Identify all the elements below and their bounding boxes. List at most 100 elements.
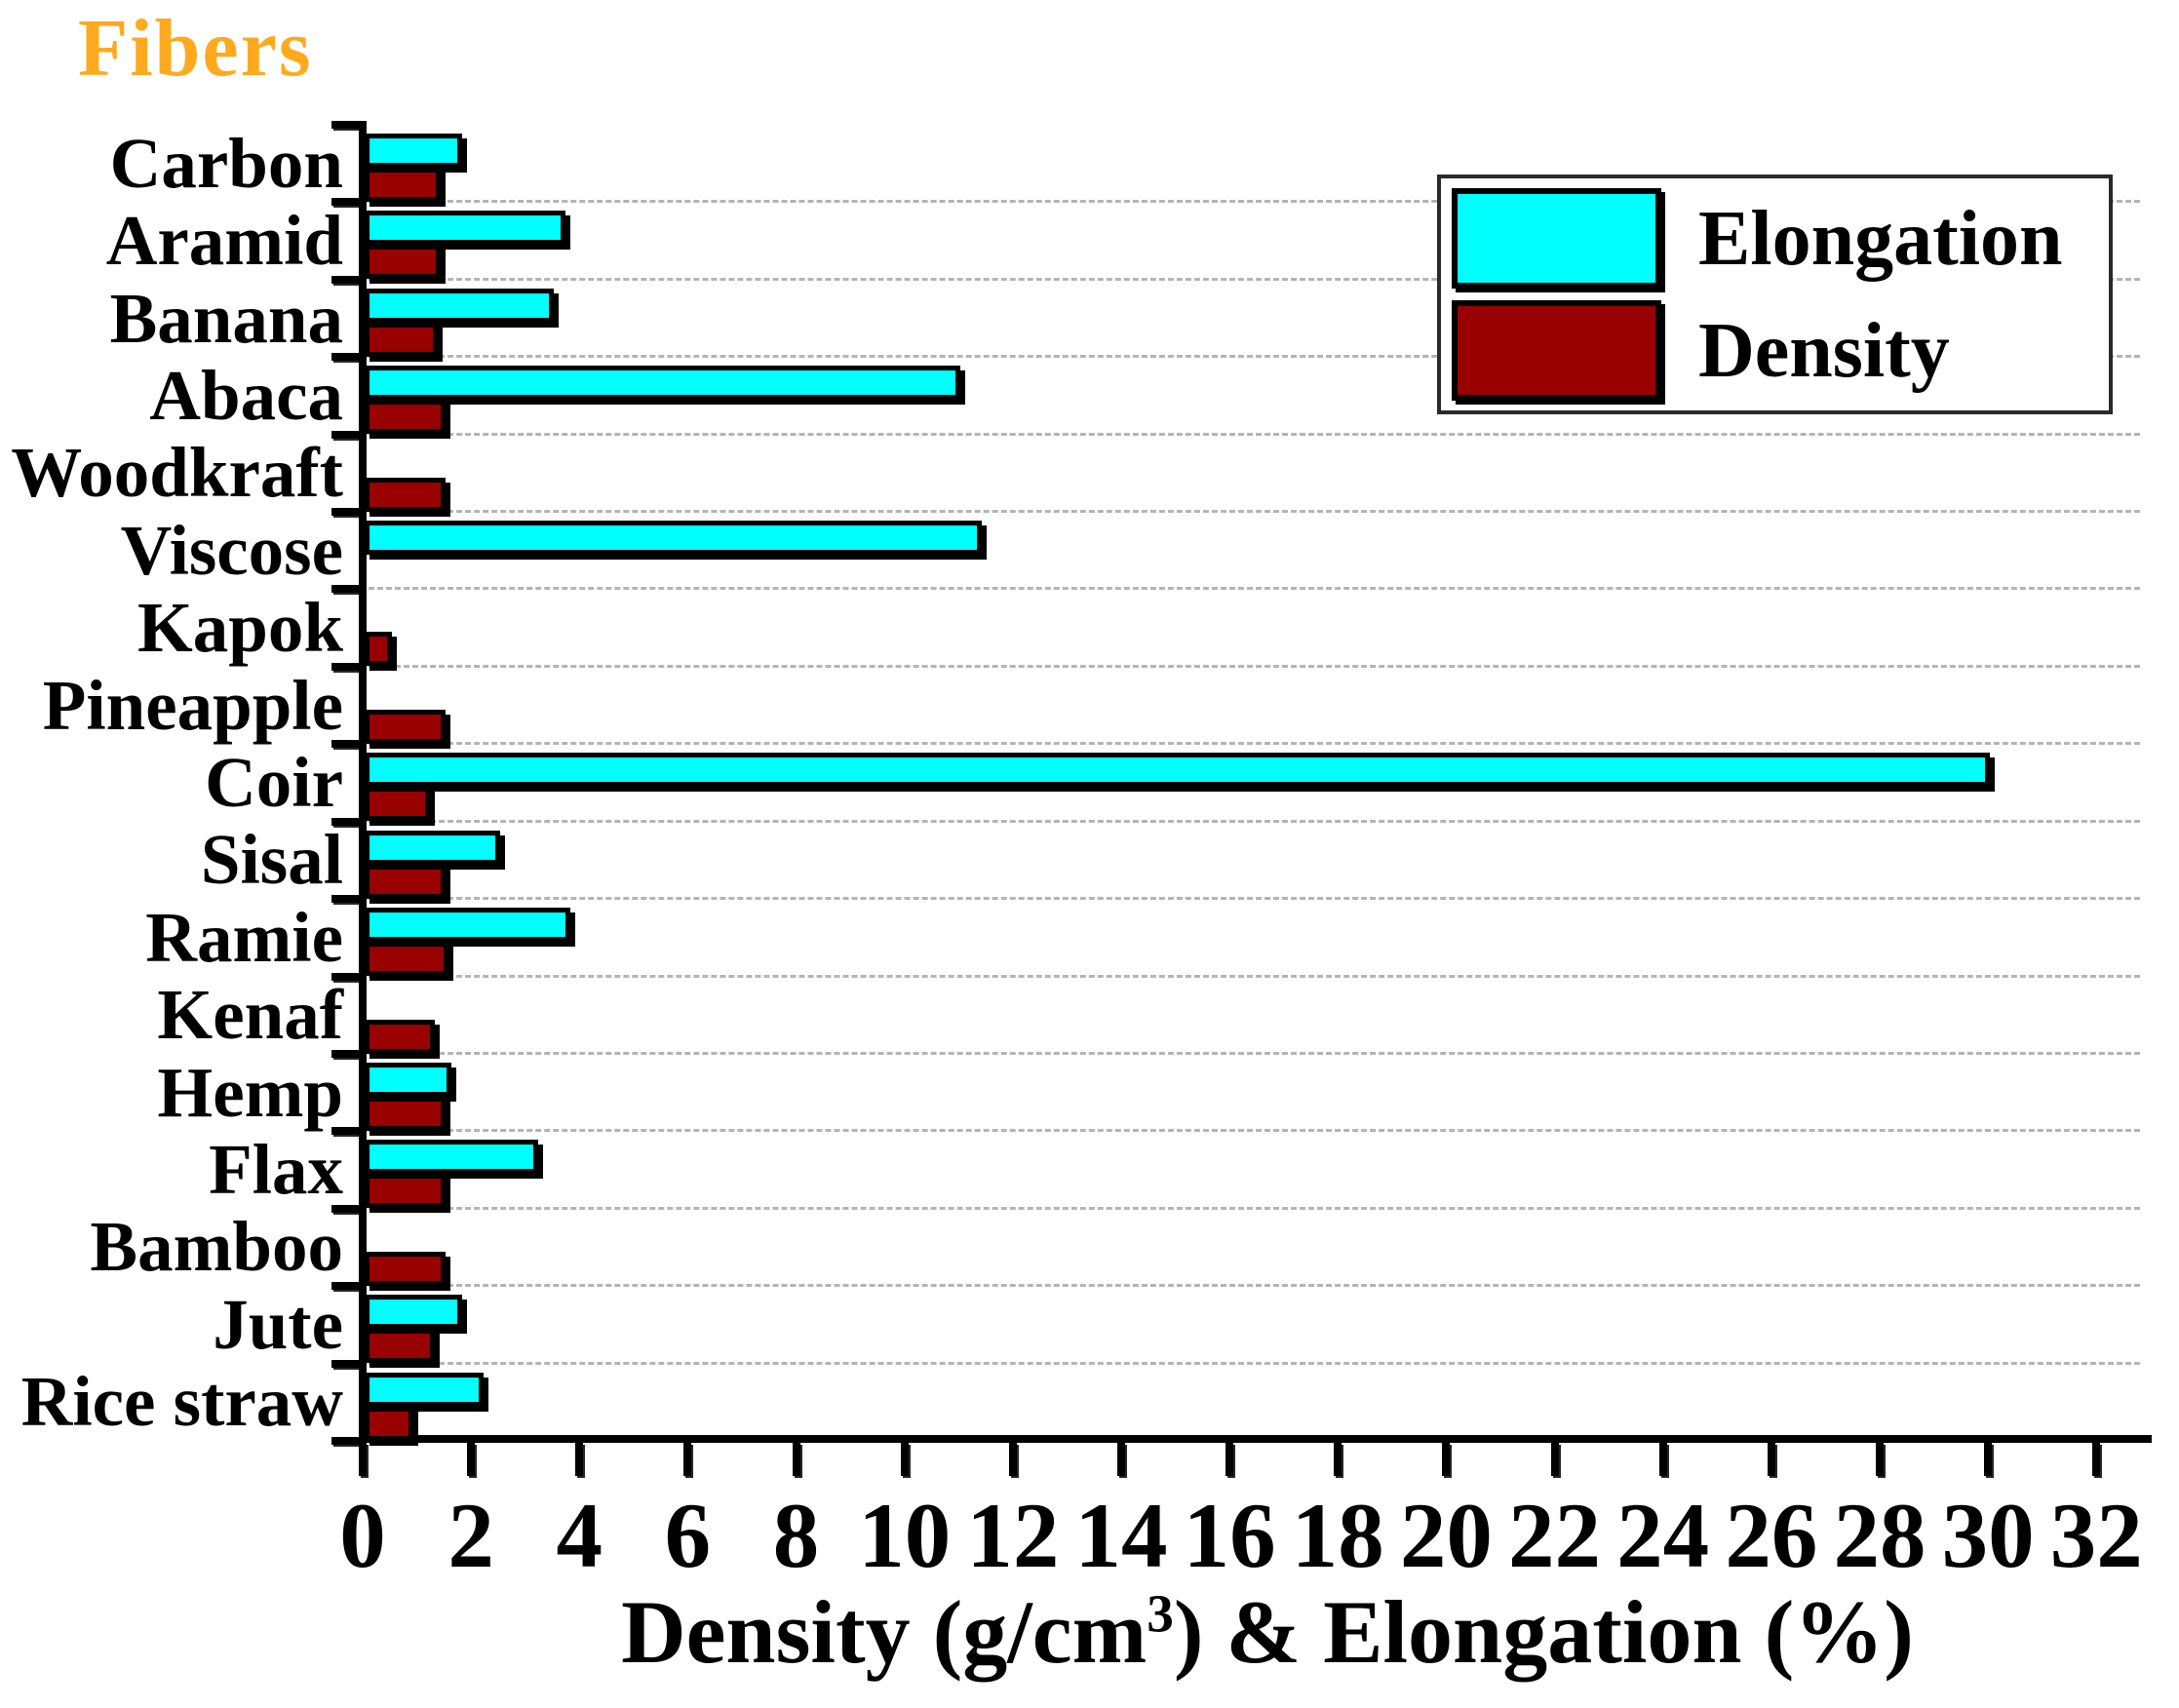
x-tick	[1875, 1443, 1884, 1476]
x-tick-label: 16	[1183, 1484, 1276, 1587]
x-tick-label: 28	[1833, 1484, 1926, 1587]
gridline	[369, 1051, 2140, 1055]
gridline	[369, 200, 2140, 204]
x-tick	[575, 1443, 584, 1476]
y-tick	[331, 1127, 363, 1136]
x-tick-label: 18	[1291, 1484, 1384, 1587]
legend-swatch-elongation	[1452, 188, 1661, 289]
bar-density-abaca	[365, 400, 446, 435]
x-tick-label: 30	[1941, 1484, 2035, 1587]
x-tick	[1116, 1443, 1125, 1476]
x-tick	[1658, 1443, 1667, 1476]
y-tick	[331, 1282, 363, 1291]
bar-density-carbon	[365, 168, 441, 202]
bar-elongation-abaca	[365, 366, 960, 401]
bar-density-rice-straw	[365, 1406, 413, 1441]
bar-density-jute	[365, 1329, 435, 1364]
x-tick-label: 10	[858, 1484, 952, 1587]
y-axis-label: Coir	[205, 743, 343, 822]
y-tick	[331, 817, 363, 826]
y-axis-label: Banana	[109, 278, 343, 358]
legend-swatch-density	[1452, 300, 1661, 401]
y-tick	[331, 508, 363, 517]
x-tick-label: 24	[1616, 1484, 1710, 1587]
y-axis-label: Jute	[213, 1284, 343, 1364]
y-tick	[331, 198, 363, 207]
bar-elongation-viscose	[365, 521, 982, 556]
legend: Elongation Density	[1437, 175, 2113, 414]
y-tick	[331, 1049, 363, 1058]
y-tick	[331, 662, 363, 671]
y-axis-label: Kenaf	[157, 975, 343, 1055]
x-axis-title-suffix: ) & Elongation (%)	[1173, 1582, 1914, 1682]
gridline	[369, 1361, 2140, 1365]
gridline	[369, 819, 2140, 823]
x-tick	[900, 1443, 909, 1476]
y-axis-label: Kapok	[137, 588, 343, 668]
y-axis-group-title: Fibers	[78, 3, 313, 94]
gridline	[369, 277, 2140, 281]
gridline	[369, 432, 2140, 436]
y-axis-label: Bamboo	[90, 1207, 343, 1287]
x-tick-label: 22	[1508, 1484, 1602, 1587]
y-tick	[331, 353, 363, 362]
y-axis-label: Rice straw	[20, 1362, 343, 1442]
y-tick	[331, 1204, 363, 1213]
y-tick	[331, 275, 363, 284]
gridline	[369, 897, 2140, 901]
gridline	[369, 742, 2140, 746]
bar-elongation-aramid	[365, 211, 565, 246]
x-tick	[1550, 1443, 1559, 1476]
bar-density-kenaf	[365, 1019, 435, 1054]
x-tick-label: 26	[1725, 1484, 1818, 1587]
y-tick	[331, 585, 363, 594]
bar-density-ramie	[365, 942, 448, 977]
y-axis-label: Viscose	[120, 510, 343, 590]
gridline	[369, 1129, 2140, 1133]
x-tick-label: 32	[2049, 1484, 2143, 1587]
legend-label-elongation: Elongation	[1698, 195, 2063, 282]
x-tick	[359, 1443, 367, 1476]
bar-elongation-flax	[365, 1140, 538, 1175]
x-tick-label: 14	[1074, 1484, 1168, 1587]
bar-density-aramid	[365, 245, 441, 280]
y-axis-label: Hemp	[157, 1052, 343, 1132]
y-axis-label: Woodkraft	[11, 433, 343, 513]
legend-label-density: Density	[1698, 307, 1950, 394]
bar-elongation-coir	[365, 753, 1990, 788]
x-tick-label: 2	[447, 1484, 494, 1587]
x-tick	[683, 1443, 692, 1476]
bar-elongation-hemp	[365, 1062, 451, 1097]
gridline	[369, 510, 2140, 514]
legend-entry-elongation: Elongation	[1452, 188, 2062, 289]
x-tick	[1442, 1443, 1451, 1476]
x-axis-title-prefix: Density (g/cm	[621, 1582, 1148, 1682]
gridline	[369, 355, 2140, 359]
x-tick-label: 12	[966, 1484, 1060, 1587]
gridline	[369, 1284, 2140, 1288]
y-axis-label: Abaca	[149, 355, 343, 435]
x-axis-title: Density (g/cm3) & Elongation (%)	[409, 1586, 2125, 1677]
x-tick	[467, 1443, 476, 1476]
x-tick	[1984, 1443, 1993, 1476]
bar-density-bamboo	[365, 1251, 446, 1286]
y-tick	[331, 1437, 363, 1445]
bar-elongation-jute	[365, 1295, 462, 1330]
x-tick-label: 0	[339, 1484, 386, 1587]
y-axis-label: Carbon	[109, 123, 343, 203]
y-axis-label: Ramie	[145, 897, 343, 977]
bar-density-flax	[365, 1174, 446, 1209]
bar-elongation-banana	[365, 288, 554, 323]
x-tick	[1008, 1443, 1017, 1476]
gridline	[369, 587, 2140, 591]
y-tick	[331, 121, 363, 129]
bar-density-pineapple	[365, 709, 446, 744]
x-tick-label: 6	[664, 1484, 712, 1587]
x-tick	[1334, 1443, 1342, 1476]
gridline	[369, 1206, 2140, 1210]
y-tick	[331, 1359, 363, 1368]
x-tick-label: 4	[556, 1484, 603, 1587]
bar-elongation-rice-straw	[365, 1372, 484, 1407]
bar-density-sisal	[365, 864, 446, 899]
